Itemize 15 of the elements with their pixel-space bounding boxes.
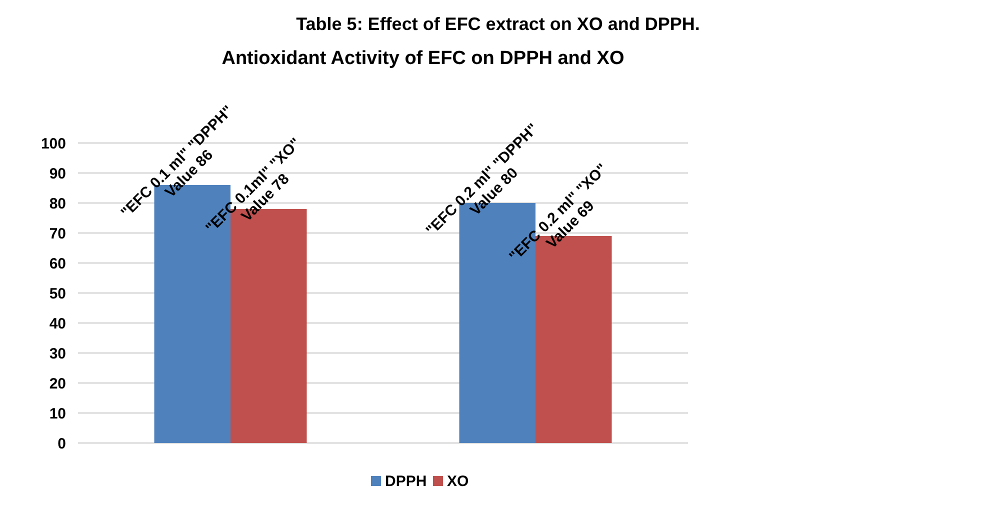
y-tick-label: 90 xyxy=(49,165,66,182)
chart-subtitle: Antioxidant Activity of EFC on DPPH and XO xyxy=(222,48,624,69)
y-tick-label: 60 xyxy=(49,255,66,272)
legend-label: XO xyxy=(447,473,470,490)
legend-label: DPPH xyxy=(385,473,427,490)
y-tick-label: 10 xyxy=(49,405,66,422)
y-tick-label: 100 xyxy=(40,135,66,152)
y-tick-label: 80 xyxy=(49,195,66,212)
y-tick-label: 0 xyxy=(58,435,66,452)
y-tick-label: 20 xyxy=(49,375,66,392)
y-tick-label: 30 xyxy=(49,345,66,362)
y-tick-label: 70 xyxy=(49,225,66,242)
chart-title: Table 5: Effect of EFC extract on XO and DPPH. xyxy=(296,14,700,34)
y-tick-label: 50 xyxy=(49,285,66,302)
y-tick-label: 40 xyxy=(49,315,66,332)
